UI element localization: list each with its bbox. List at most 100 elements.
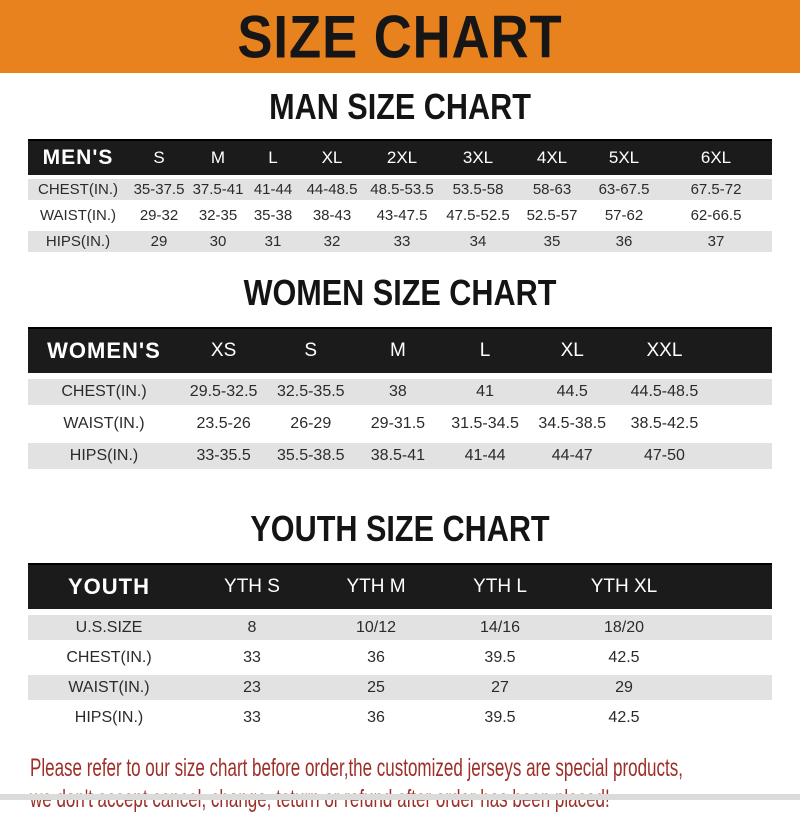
table-title-cell: YOUTH: [28, 563, 190, 615]
cell: 25: [314, 672, 438, 705]
mens-size-table: MEN'S S M L XL 2XL 3XL 4XL 5XL 6XL CHEST(IN.) 35-37…: [28, 139, 772, 257]
cell: 29-31.5: [354, 408, 442, 443]
cell: 47-50: [615, 440, 714, 475]
cell-spacer: [713, 408, 772, 443]
cell: 38.5-42.5: [615, 408, 714, 443]
cell: 33: [364, 228, 440, 257]
table-row: HIPS(IN.) 29 30 31 32 33 34 35 36 37: [28, 228, 772, 257]
column-header: YTH S: [190, 563, 314, 615]
cell: 36: [588, 228, 660, 257]
column-header: M: [190, 139, 246, 179]
man-section-title-text: MAN SIZE CHART: [269, 86, 531, 127]
column-header: XXL: [615, 327, 714, 379]
cell-spacer: [686, 672, 772, 705]
cell: 38.5-41: [354, 440, 442, 475]
cell-spacer: [686, 612, 772, 645]
column-header: L: [246, 139, 300, 179]
cell-spacer: [686, 702, 772, 735]
cell: 8: [190, 612, 314, 645]
cell: 41-44: [246, 177, 300, 205]
man-section-title: MAN SIZE CHART: [0, 88, 800, 126]
cell: 38: [354, 376, 442, 411]
cell: 43-47.5: [364, 202, 440, 231]
cell: 33-35.5: [180, 440, 268, 475]
cell: 34: [440, 228, 516, 257]
header-spacer: [686, 563, 772, 615]
bottom-edge-strip: [0, 794, 800, 800]
cell: 39.5: [438, 702, 562, 735]
header-spacer: [713, 327, 772, 379]
column-header: 6XL: [660, 139, 772, 179]
cell: 30: [190, 228, 246, 257]
cell: 62-66.5: [660, 202, 772, 231]
cell: 35-37.5: [128, 177, 190, 205]
disclaimer-note: Please refer to our size chart before or…: [30, 753, 800, 815]
cell: 47.5-52.5: [440, 202, 516, 231]
cell: 27: [438, 672, 562, 705]
cell-spacer: [713, 440, 772, 475]
cell: 31: [246, 228, 300, 257]
column-header: 3XL: [440, 139, 516, 179]
column-header: YTH M: [314, 563, 438, 615]
row-label: WAIST(IN.): [28, 408, 181, 443]
women-section-title-text: WOMEN SIZE CHART: [243, 272, 557, 313]
table-row: WAIST(IN.) 29-32 32-35 35-38 38-43 43-47.5 47.…: [28, 202, 772, 231]
column-header: S: [128, 139, 190, 179]
cell: 14/16: [438, 612, 562, 645]
row-label: CHEST(IN.): [28, 177, 128, 205]
cell: 41: [441, 376, 529, 411]
cell: 32.5-35.5: [267, 376, 355, 411]
cell: 53.5-58: [440, 177, 516, 205]
row-label: WAIST(IN.): [28, 202, 128, 231]
cell: 31.5-34.5: [441, 408, 529, 443]
cell: 29: [128, 228, 190, 257]
row-label: U.S.SIZE: [28, 612, 190, 645]
cell: 29-32: [128, 202, 190, 231]
row-label: CHEST(IN.): [28, 642, 190, 675]
column-header: YTH L: [438, 563, 562, 615]
cell: 33: [190, 642, 314, 675]
women-size-section: WOMEN SIZE CHART WOMEN'S XS S M L XL XXL CHEST(…: [0, 274, 800, 475]
cell: 29.5-32.5: [180, 376, 268, 411]
table-header-row: MEN'S S M L XL 2XL 3XL 4XL 5XL 6XL: [28, 139, 772, 179]
cell: 26-29: [267, 408, 355, 443]
cell: 42.5: [562, 702, 686, 735]
column-header: YTH XL: [562, 563, 686, 615]
cell-spacer: [713, 376, 772, 411]
cell: 44.5-48.5: [615, 376, 714, 411]
cell: 41-44: [441, 440, 529, 475]
table-title-cell: WOMEN'S: [28, 327, 181, 379]
column-header: S: [267, 327, 355, 379]
row-label: CHEST(IN.): [28, 376, 181, 411]
cell: 67.5-72: [660, 177, 772, 205]
man-size-section: MAN SIZE CHART MEN'S S M L XL 2XL 3XL 4XL 5XL 6XL…: [0, 88, 800, 257]
table-row: WAIST(IN.) 23.5-26 26-29 29-31.5 31.5-34.5 34…: [28, 408, 772, 443]
cell: 34.5-38.5: [528, 408, 616, 443]
cell: 36: [314, 702, 438, 735]
table-row: CHEST(IN.) 35-37.5 37.5-41 41-44 44-48.5 48.5…: [28, 177, 772, 205]
cell: 18/20: [562, 612, 686, 645]
cell: 39.5: [438, 642, 562, 675]
column-header: XL: [528, 327, 616, 379]
cell: 44.5: [528, 376, 616, 411]
row-label: HIPS(IN.): [28, 228, 128, 257]
cell: 38-43: [300, 202, 364, 231]
table-row: HIPS(IN.) 33-35.5 35.5-38.5 38.5-41 41-44 44-…: [28, 440, 772, 475]
row-label: WAIST(IN.): [28, 672, 190, 705]
cell: 44-48.5: [300, 177, 364, 205]
cell: 42.5: [562, 642, 686, 675]
youth-section-title: YOUTH SIZE CHART: [0, 510, 800, 548]
column-header: 4XL: [516, 139, 588, 179]
disclaimer-line-1: Please refer to our size chart before or…: [30, 754, 683, 782]
youth-size-section: YOUTH SIZE CHART YOUTH YTH S YTH M YTH L YTH…: [0, 510, 800, 735]
cell-spacer: [686, 642, 772, 675]
row-label: HIPS(IN.): [28, 702, 190, 735]
table-row: CHEST(IN.) 29.5-32.5 32.5-35.5 38 41 44.5 44.5…: [28, 376, 772, 411]
cell: 48.5-53.5: [364, 177, 440, 205]
table-row: U.S.SIZE 8 10/12 14/16 18/20: [28, 612, 772, 645]
women-section-title: WOMEN SIZE CHART: [0, 274, 800, 312]
table-row: HIPS(IN.) 33 36 39.5 42.5: [28, 702, 772, 735]
womens-size-table: WOMEN'S XS S M L XL XXL CHEST(IN.) 29.5-32.5 32.5…: [28, 327, 772, 475]
cell: 35-38: [246, 202, 300, 231]
table-row: CHEST(IN.) 33 36 39.5 42.5: [28, 642, 772, 675]
